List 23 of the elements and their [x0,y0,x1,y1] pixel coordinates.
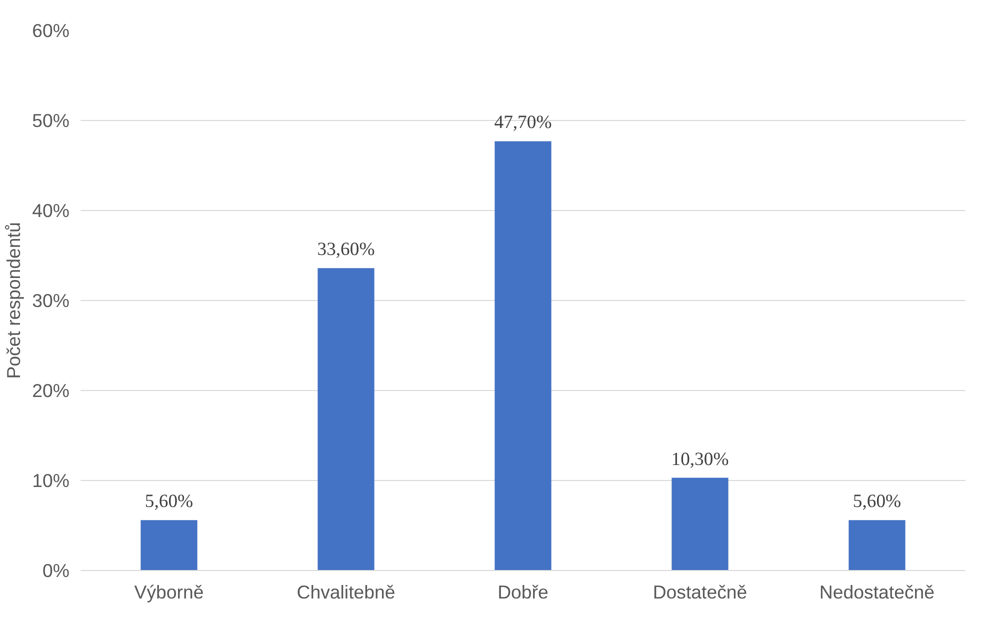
data-label: 33,60% [317,239,375,260]
bar [140,520,198,570]
y-tick-label: 50% [32,110,70,131]
y-tick-label: 60% [32,20,70,41]
y-tick-label: 40% [32,200,70,221]
bar [494,141,552,570]
x-tick-label: Výborně [134,582,204,602]
data-label: 10,30% [671,448,729,470]
data-label: 5,60% [852,491,902,512]
data-label: 5,60% [144,491,194,512]
data-label: 47,70% [494,112,552,134]
x-tick-label: Nedostatečně [819,582,935,602]
x-tick-label: Dostatečně [652,582,748,602]
y-tick-label: 0% [42,560,70,581]
x-tick-label: Chvalitebně [296,582,396,602]
bar [318,268,374,570]
y-tick-label: 30% [32,290,70,311]
bar [848,520,906,570]
bar [672,478,728,570]
y-tick-label: 20% [32,380,70,401]
y-axis-title: Počet respondentů [3,222,24,379]
y-tick-label: 10% [32,470,70,491]
x-tick-label: Dobře [498,582,548,602]
